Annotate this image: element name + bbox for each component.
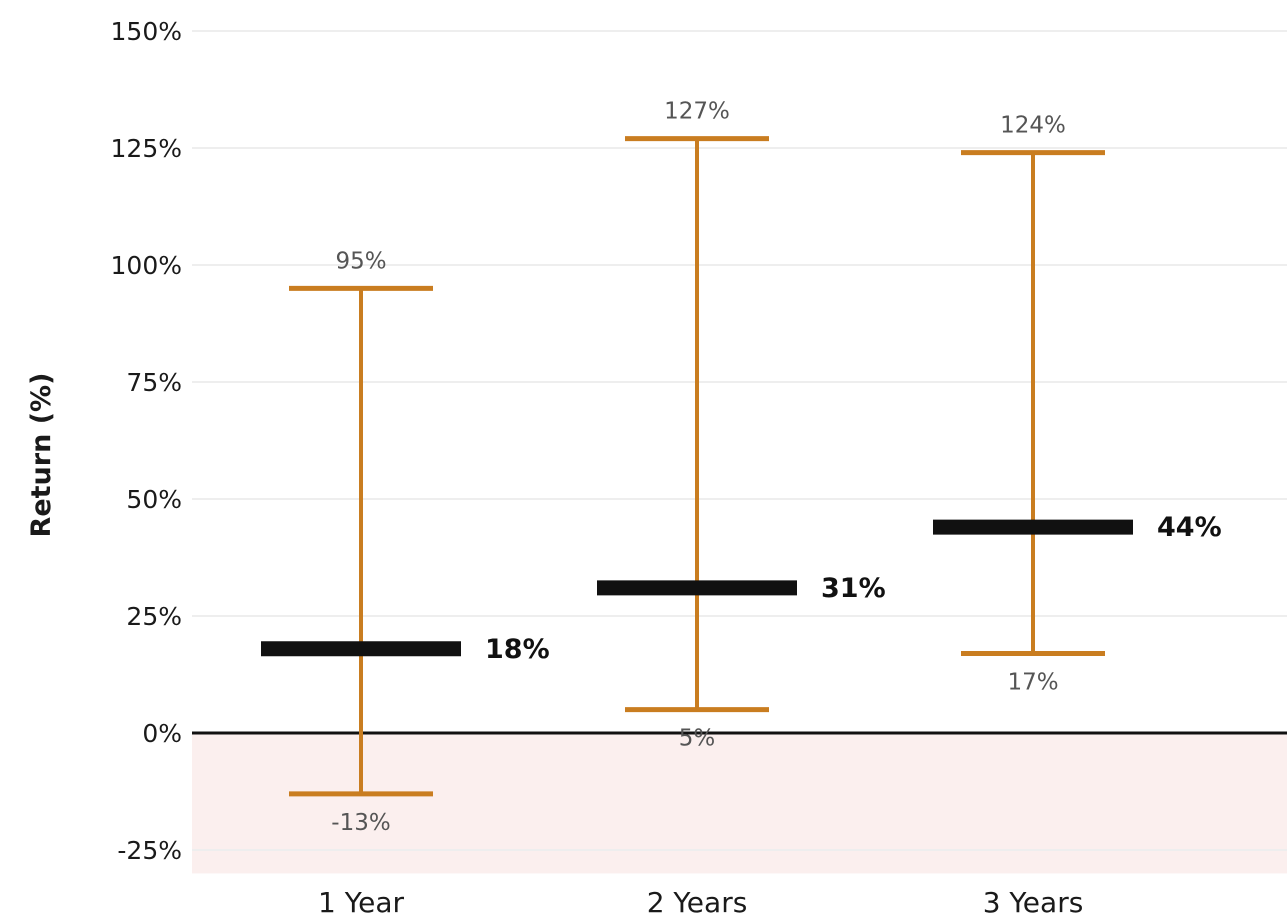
range-item: 124% 17% 44% <box>933 113 1222 695</box>
y-tick-label: 125% <box>111 134 182 163</box>
negative-region-shade <box>192 733 1287 874</box>
x-category-label: 1 Year <box>318 886 404 919</box>
range-high-label: 124% <box>1000 113 1066 139</box>
range-low-label: 17% <box>1007 669 1058 695</box>
range-high-label: 95% <box>335 248 386 274</box>
y-tick-label: 50% <box>126 485 182 514</box>
y-axis-label: Return (%) <box>26 373 57 538</box>
range-item: 127% 5% 31% <box>597 99 886 752</box>
y-tick-label: 25% <box>126 602 182 631</box>
y-tick-label: -25% <box>117 836 182 865</box>
y-tick-label: 0% <box>142 719 182 748</box>
x-axis-category-labels: 1 Year 2 Years 3 Years <box>318 886 1083 919</box>
y-tick-label: 100% <box>111 251 182 280</box>
range-bars: 95% -13% 18% 127% 5% 31% 124% 17% 44% <box>261 99 1222 836</box>
range-item: 95% -13% 18% <box>261 248 550 836</box>
x-category-label: 2 Years <box>647 886 748 919</box>
y-axis-tick-labels: -25% 0% 25% 50% 75% 100% 125% 150% <box>111 17 182 865</box>
median-label: 31% <box>821 573 886 604</box>
range-low-label: 5% <box>679 726 716 752</box>
x-category-label: 3 Years <box>983 886 1084 919</box>
range-high-label: 127% <box>664 99 730 125</box>
y-tick-label: 75% <box>126 368 182 397</box>
gridlines <box>192 30 1287 851</box>
median-label: 44% <box>1157 512 1222 543</box>
range-low-label: -13% <box>331 810 390 836</box>
median-label: 18% <box>485 634 550 665</box>
negative-shade-rect <box>192 733 1287 874</box>
y-tick-label: 150% <box>111 17 182 46</box>
